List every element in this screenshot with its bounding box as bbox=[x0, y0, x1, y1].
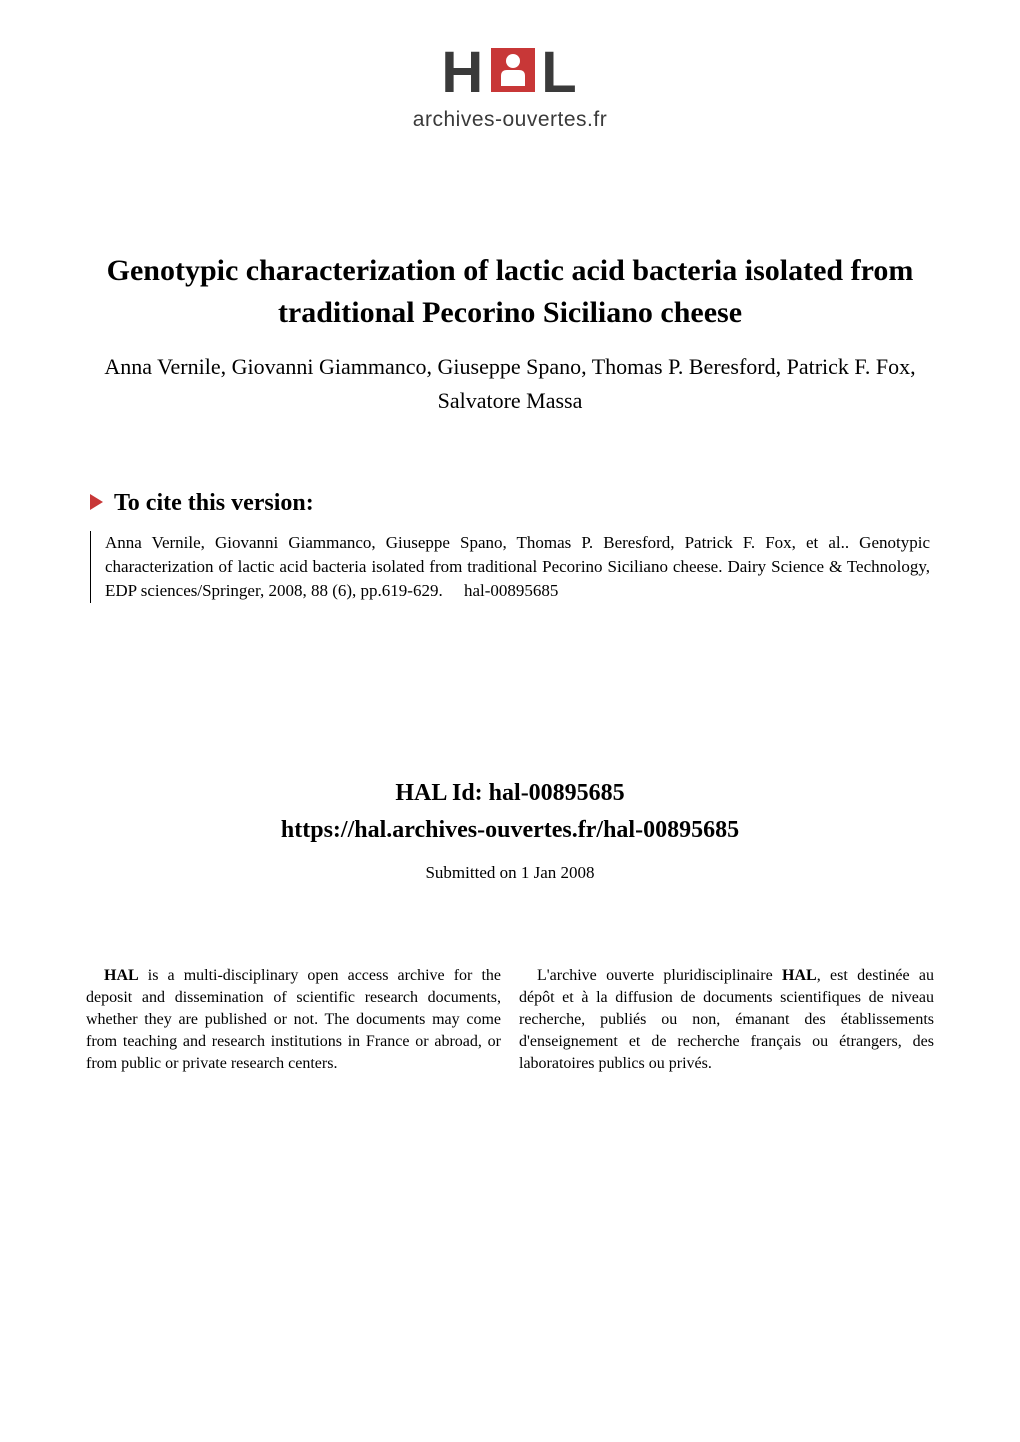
description-right-column: L'archive ouverte pluridisciplinaire HAL… bbox=[519, 965, 934, 1075]
description-right-indent: L'archive ouverte pluridisciplinaire bbox=[519, 967, 782, 984]
logo-person-icon bbox=[485, 42, 541, 98]
hal-logo: H L archives-ouvertes.fr bbox=[413, 42, 607, 132]
hal-id: HAL Id: hal-00895685 bbox=[0, 775, 1020, 812]
triangle-right-icon bbox=[90, 490, 105, 517]
description-left-text: is a multi-disciplinary open access arch… bbox=[86, 967, 501, 1072]
hal-id-section: HAL Id: hal-00895685 https://hal.archive… bbox=[0, 603, 1020, 883]
cite-heading: To cite this version: bbox=[90, 490, 930, 517]
logo-wordmark: H L bbox=[413, 42, 607, 102]
logo-letter-l: L bbox=[541, 40, 578, 105]
cite-heading-text: To cite this version: bbox=[114, 490, 314, 517]
description-right-bold: HAL bbox=[782, 967, 817, 984]
hal-url: https://hal.archives-ouvertes.fr/hal-008… bbox=[0, 812, 1020, 849]
description-columns: HAL is a multi-disciplinary open access … bbox=[0, 883, 1020, 1075]
logo-subtitle: archives-ouvertes.fr bbox=[413, 108, 607, 132]
paper-title: Genotypic characterization of lactic aci… bbox=[90, 250, 930, 334]
cite-section: To cite this version: Anna Vernile, Giov… bbox=[0, 418, 1020, 602]
description-left-column: HAL is a multi-disciplinary open access … bbox=[86, 965, 501, 1075]
paper-authors: Anna Vernile, Giovanni Giammanco, Giusep… bbox=[90, 350, 930, 418]
citation-text: Anna Vernile, Giovanni Giammanco, Giusep… bbox=[90, 531, 930, 602]
description-left-bold: HAL bbox=[86, 967, 139, 984]
submitted-date: Submitted on 1 Jan 2008 bbox=[0, 863, 1020, 883]
title-section: Genotypic characterization of lactic aci… bbox=[0, 150, 1020, 418]
hal-logo-container: H L archives-ouvertes.fr bbox=[0, 0, 1020, 150]
logo-letter-h: H bbox=[441, 40, 485, 105]
